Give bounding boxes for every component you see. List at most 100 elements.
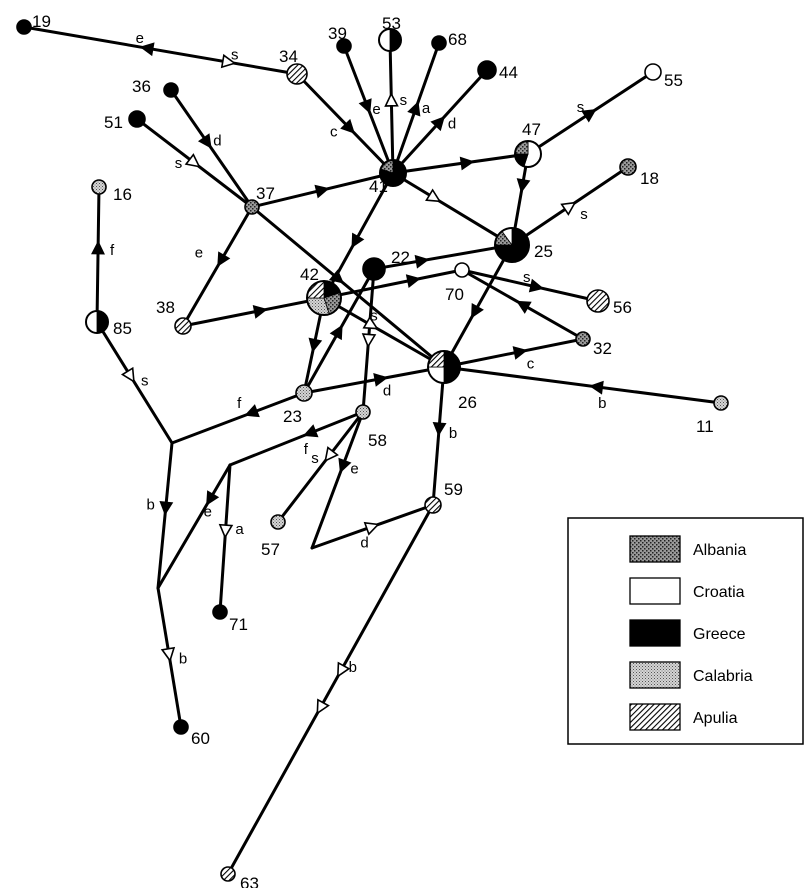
node-label: 22 <box>391 248 410 267</box>
arrow-41-47 <box>459 156 475 171</box>
node-23: 23 <box>283 384 313 426</box>
arrow-41-25 <box>425 188 442 203</box>
node-44: 44 <box>477 60 518 82</box>
arrow-42-70 <box>405 274 421 288</box>
legend-swatch-croatia <box>629 577 681 605</box>
arrow-47-25 <box>516 178 531 194</box>
arrow-22-58 <box>361 333 377 349</box>
arrow-85-16 <box>91 240 105 255</box>
node-32: 32 <box>575 331 612 358</box>
edge-label: e <box>350 460 358 477</box>
arrow-42-26 <box>362 315 379 330</box>
node-label: 63 <box>240 874 259 888</box>
arrow-37-41 <box>314 184 330 199</box>
arrow-34-41 <box>340 118 355 134</box>
edge-22-25 <box>372 243 514 271</box>
node-label: 44 <box>499 63 518 82</box>
edge-label: b <box>349 659 357 676</box>
edge-label: s <box>311 450 319 467</box>
arrow-32-70 <box>516 300 532 314</box>
node-label: 16 <box>113 185 132 204</box>
arrow-23-26 <box>373 373 389 387</box>
edge-label: e <box>372 101 380 118</box>
edge-42-26 <box>322 296 446 369</box>
arrow-J2-J3 <box>206 490 220 506</box>
node-36: 36 <box>132 77 179 98</box>
node-label: 85 <box>113 319 132 338</box>
node-label: 34 <box>279 47 298 66</box>
node-57: 57 <box>261 514 286 559</box>
arrow-22-25 <box>414 254 430 269</box>
node-56: 56 <box>586 289 632 317</box>
edge-label: f <box>110 242 115 259</box>
node-label: 25 <box>534 242 553 261</box>
edge-label: d <box>383 383 391 400</box>
node-label: 42 <box>300 265 319 284</box>
legend-label-croatia: Croatia <box>693 584 745 601</box>
legend-swatch-albania <box>629 535 681 563</box>
arrow-25-18 <box>560 201 577 216</box>
arrow-11-26 <box>589 380 604 395</box>
edge-11-26 <box>442 365 723 405</box>
arrow-37-26 <box>328 269 345 284</box>
node-68: 68 <box>431 30 467 51</box>
node-58: 58 <box>355 404 387 450</box>
arrow-23-J1 <box>244 404 260 418</box>
node-47: 47 <box>514 120 542 168</box>
edge-70-56 <box>460 268 600 303</box>
node-label: 23 <box>283 407 302 426</box>
arrow-85-J1 <box>120 366 135 384</box>
edge-58-57 <box>276 410 365 524</box>
node-42: 42 <box>300 265 342 316</box>
arrow-42-23 <box>308 337 323 353</box>
arrow-37-38 <box>217 251 231 267</box>
edge-label: s <box>580 206 588 223</box>
edge-41-25 <box>391 171 514 247</box>
legend-box <box>567 517 804 745</box>
edge-58-J2 <box>228 410 365 467</box>
node-label: 57 <box>261 540 280 559</box>
edge-label: a <box>422 100 431 117</box>
node-39: 39 <box>328 24 352 54</box>
node-label: 47 <box>522 120 541 139</box>
arrow-51-37 <box>184 153 201 168</box>
edge-label: d <box>360 535 368 552</box>
node-11: 11 <box>696 395 729 436</box>
edge-41-47 <box>391 152 530 175</box>
arrow-23-22 <box>329 324 343 341</box>
node-label: 53 <box>382 14 401 33</box>
legend-label-calabria: Calabria <box>693 668 753 685</box>
node-16: 16 <box>91 179 132 204</box>
arrow-39-41 <box>358 98 372 114</box>
arrow-26-59 <box>432 421 447 437</box>
arrow-59-63 <box>336 661 351 678</box>
arrow-19-34 <box>220 53 237 69</box>
arrow-J4-59 <box>363 521 380 536</box>
arrow-26-32 <box>512 346 528 360</box>
edge-label: s <box>231 46 239 63</box>
edge-42-70 <box>322 268 464 300</box>
node-label: 71 <box>229 615 248 634</box>
arrow-70-56 <box>528 278 544 293</box>
node-label: 36 <box>132 77 151 96</box>
node-22: 22 <box>362 248 410 281</box>
edge-23-J1 <box>170 391 306 445</box>
node-71: 71 <box>212 604 248 634</box>
legend-label-greece: Greece <box>693 626 746 643</box>
edge-34-41 <box>295 72 395 175</box>
edge-34-19 <box>22 25 299 76</box>
edge-85-16 <box>95 185 101 324</box>
edge-label: b <box>179 651 187 668</box>
node-label: 68 <box>448 30 467 49</box>
node-38: 38 <box>156 298 192 335</box>
legend-swatch-greece <box>629 619 681 647</box>
edge-label: s <box>175 155 183 172</box>
edge-23-26 <box>302 365 446 395</box>
edge-58-J4 <box>310 410 365 550</box>
edge-25-26 <box>442 243 514 369</box>
node-18: 18 <box>619 158 659 188</box>
node-53: 53 <box>378 14 402 52</box>
edge-label: d <box>213 133 221 150</box>
arrow-41-53 <box>384 92 399 107</box>
